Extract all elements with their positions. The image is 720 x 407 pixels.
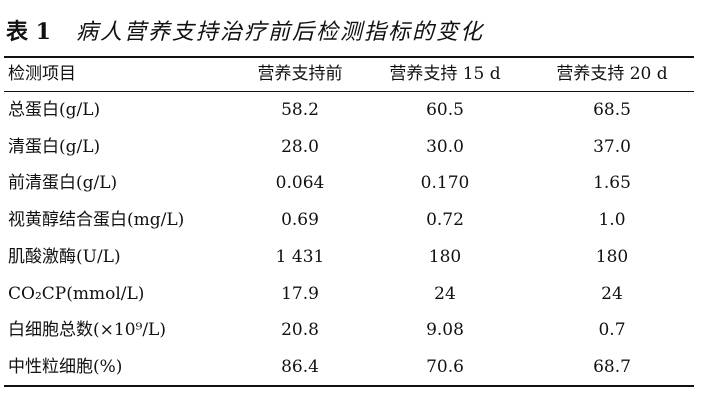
value-cell: 0.064 xyxy=(275,173,325,194)
value-cell: 58.2 xyxy=(281,100,319,120)
value-cell: 70.6 xyxy=(426,356,464,377)
value-cell: 9.08 xyxy=(426,320,464,341)
row-label: 前清蛋白(g/L) xyxy=(8,173,118,194)
value-cell: 20.8 xyxy=(281,320,319,341)
value-cell: 68.7 xyxy=(593,356,631,377)
value-cell: 37.0 xyxy=(593,136,631,157)
row-label: CO₂CP(mmol/L) xyxy=(8,283,145,304)
value-cell: 0.72 xyxy=(426,210,464,231)
value-cell: 28.0 xyxy=(281,136,319,157)
bottom-rule xyxy=(4,385,694,387)
value-cell: 17.9 xyxy=(281,283,319,304)
value-cell: 0.69 xyxy=(281,210,319,231)
top-rule xyxy=(4,56,694,58)
header-cell: 营养支持 15 d xyxy=(389,64,501,84)
value-cell: 180 xyxy=(428,246,462,267)
row-label: 视黄醇结合蛋白(mg/L) xyxy=(8,210,185,231)
value-cell: 0.7 xyxy=(598,320,626,341)
row-label: 肌酸激酶(U/L) xyxy=(8,246,121,267)
row-label: 总蛋白(g/L) xyxy=(8,100,101,120)
value-cell: 24 xyxy=(434,283,456,304)
value-cell: 1.0 xyxy=(598,210,626,231)
row-label: 中性粒细胞(%) xyxy=(8,356,123,377)
row-label: 清蛋白(g/L) xyxy=(8,136,101,157)
value-cell: 30.0 xyxy=(426,136,464,157)
value-cell: 1.65 xyxy=(593,173,631,194)
header-cell: 检测项目 xyxy=(8,64,76,84)
value-cell: 86.4 xyxy=(281,356,319,377)
value-cell: 0.170 xyxy=(420,173,470,194)
value-cell: 180 xyxy=(595,246,629,267)
caption-text: 病人营养支持治疗前后检测指标的变化 xyxy=(76,20,485,45)
header-cell: 营养支持 20 d xyxy=(556,64,668,84)
value-cell: 24 xyxy=(601,283,623,304)
header-cell: 营养支持前 xyxy=(257,64,343,84)
value-cell: 60.5 xyxy=(426,100,464,120)
value-cell: 1 431 xyxy=(275,246,325,267)
row-label: 白细胞总数(×10⁹/L) xyxy=(8,320,166,341)
header-rule xyxy=(4,91,694,92)
caption-label: 表 1 xyxy=(6,19,51,45)
value-cell: 68.5 xyxy=(593,100,631,120)
